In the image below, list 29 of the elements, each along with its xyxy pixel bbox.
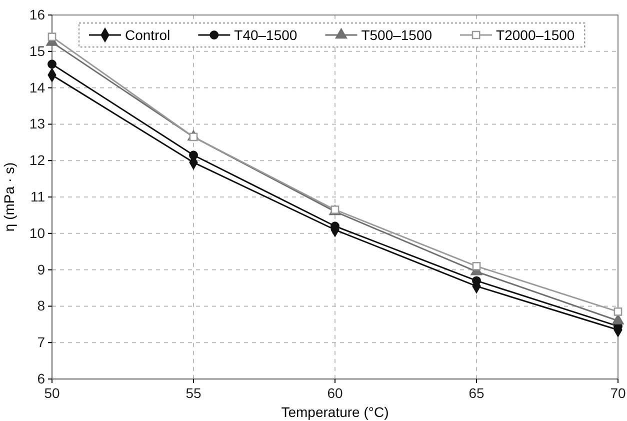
point: [614, 307, 622, 316]
legend-label: Control: [125, 27, 170, 43]
point: [189, 150, 198, 160]
y-tick-label: 10: [29, 224, 46, 241]
x-tick-label: 60: [327, 384, 343, 401]
point: [48, 60, 56, 69]
y-tick-label: 15: [29, 42, 46, 59]
y-tick-label: 11: [30, 188, 46, 204]
point: [48, 32, 56, 42]
y-tick-label: 9: [37, 261, 46, 278]
y-axis-title: η (mPa · s): [1, 162, 17, 232]
x-tick-label: 70: [610, 384, 626, 401]
x-tick-label: 50: [44, 384, 60, 401]
legend-label: T500–1500: [361, 27, 432, 43]
x-axis-title: Temperature (°C): [281, 404, 389, 420]
legend-label: T40–1500: [234, 27, 298, 43]
y-tick-label: 16: [29, 6, 46, 22]
y-tick-label: 7: [37, 334, 46, 350]
y-tick-label: 13: [29, 116, 46, 132]
y-tick-label: 12: [29, 152, 46, 168]
x-tick-label: 55: [186, 384, 202, 401]
y-tick-label: 8: [37, 298, 46, 314]
y-tick-label: 14: [29, 79, 46, 96]
x-tick-label: 65: [468, 384, 484, 401]
y-tick-label: 6: [37, 370, 46, 386]
legend-label: T2000–1500: [496, 27, 575, 43]
point: [472, 262, 481, 270]
point: [612, 314, 624, 324]
point: [189, 132, 198, 142]
